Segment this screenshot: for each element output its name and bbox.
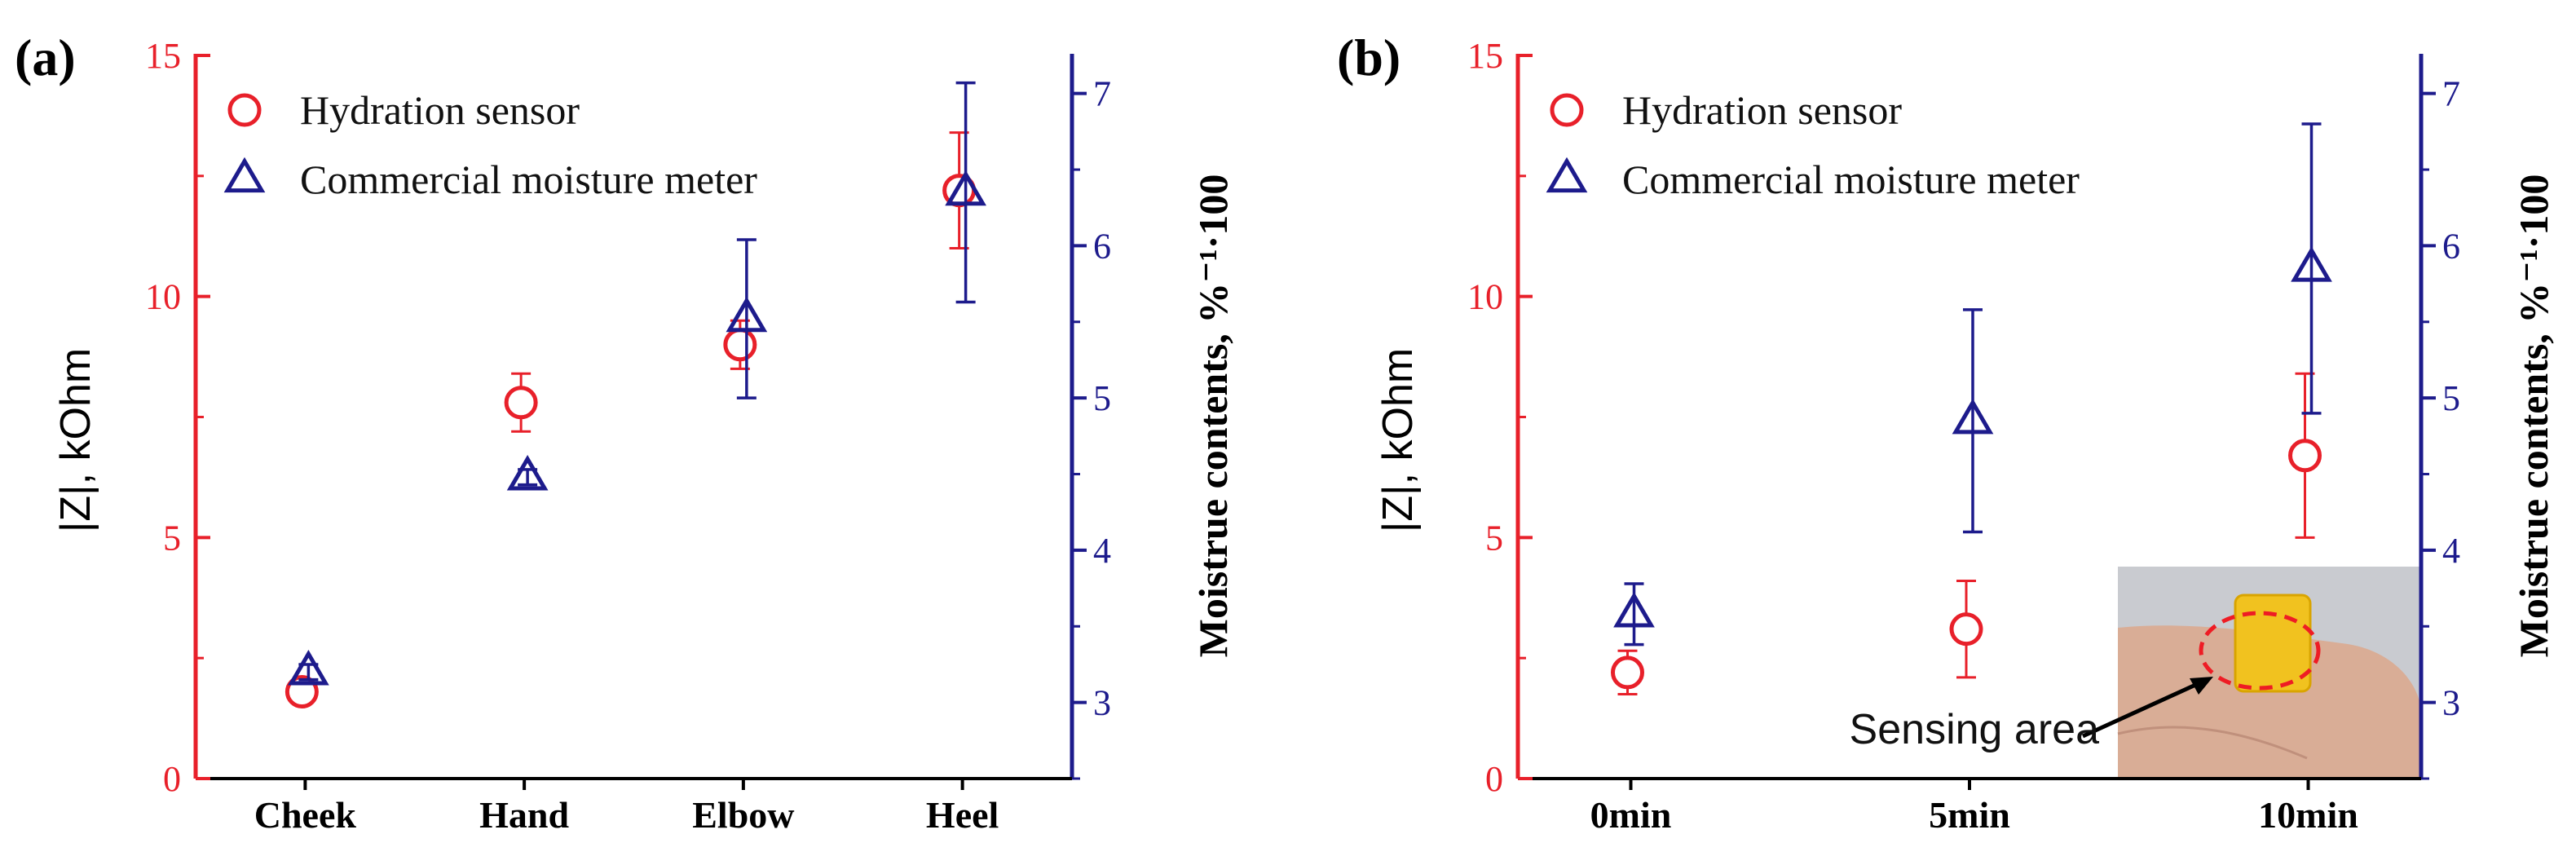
panel-a-right-axis-label: Moistrue contents, %⁻¹·100	[1190, 174, 1236, 658]
data-point-triangle	[506, 454, 549, 491]
right-axis-tick-label: 3	[1093, 683, 1111, 723]
right-axis-tick-label: 6	[2442, 226, 2460, 266]
inset-photo-hand	[2118, 625, 2419, 780]
data-point-triangle	[726, 296, 768, 333]
x-axis-tick-label: 5min	[1929, 794, 2010, 836]
right-axis-tick-label: 4	[2442, 531, 2460, 571]
data-point-circle	[1611, 655, 1644, 690]
x-axis-tick-label: Hand	[479, 794, 569, 836]
panel-b-right-axis-label: Moistrue contents, %⁻¹·100	[2511, 174, 2556, 658]
data-point-circle	[723, 328, 757, 362]
left-axis-tick-label: 5	[1485, 518, 1503, 558]
data-point-circle	[2288, 439, 2322, 473]
left-axis-tick-label: 5	[163, 518, 181, 558]
left-axis-tick-label: 10	[145, 277, 181, 317]
data-point-triangle	[2291, 246, 2332, 282]
x-axis-tick-label: Elbow	[692, 794, 794, 836]
legend-marker-triangle	[1546, 157, 1588, 193]
panel-a-label: (a)	[15, 29, 76, 86]
x-axis-tick-label: 10min	[2258, 794, 2358, 836]
right-axis-tick-label: 7	[1093, 74, 1111, 114]
inset-sensing-area-ellipse	[2199, 611, 2321, 691]
data-point-triangle	[945, 170, 986, 206]
right-axis-tick-label: 4	[1093, 531, 1111, 571]
left-axis-tick-label: 15	[1467, 36, 1503, 76]
legend-marker-circle	[227, 93, 262, 127]
annotation-arrow-head	[2190, 677, 2213, 695]
legend-label: Commercial moisture meter	[1622, 157, 2080, 202]
panel-a: (a) |Z|, kOhm Moistrue contents, %⁻¹·100…	[15, 29, 1236, 836]
panel-b-left-axis-label: |Z|, kOhm	[1374, 348, 1422, 532]
right-axis-tick-label: 5	[1093, 378, 1111, 418]
left-axis-tick-label: 10	[1467, 277, 1503, 317]
inset-photo	[2117, 567, 2419, 780]
left-axis-tick-label: 0	[163, 759, 181, 799]
inset-photo-sensor-patch	[2234, 594, 2312, 693]
legend-label: Hydration sensor	[1622, 87, 1902, 133]
legend-marker-circle	[1550, 93, 1584, 127]
legend-label: Commercial moisture meter	[300, 157, 757, 202]
left-axis-tick-label: 15	[145, 36, 181, 76]
x-axis-tick-label: Heel	[926, 794, 999, 836]
inset-photo-crease	[2117, 726, 2308, 760]
x-axis-tick-label: Cheek	[254, 794, 357, 836]
panel-b: (b) |Z|, kOhm Moistrue contents, %⁻¹·100…	[1337, 29, 2556, 836]
legend-label: Hydration sensor	[300, 87, 580, 133]
sensing-area-annotation: Sensing area	[1850, 706, 2100, 753]
left-axis-tick-label: 0	[1485, 759, 1503, 799]
panel-a-left-axis-label: |Z|, kOhm	[52, 348, 99, 532]
right-axis-tick-label: 6	[1093, 226, 1111, 266]
legend-marker-triangle	[223, 157, 266, 193]
data-point-circle	[504, 386, 538, 420]
right-axis-tick-label: 5	[2442, 378, 2460, 418]
annotation-arrow-line	[2081, 679, 2204, 739]
panel-b-label: (b)	[1337, 29, 1400, 86]
data-point-circle	[1949, 612, 1983, 647]
right-axis-tick-label: 3	[2442, 683, 2460, 723]
data-point-triangle	[1952, 398, 1994, 435]
right-axis-tick-label: 7	[2442, 74, 2460, 114]
data-point-triangle	[1613, 592, 1655, 628]
x-axis-tick-label: 0min	[1590, 794, 1672, 836]
data-point-triangle	[288, 650, 329, 686]
